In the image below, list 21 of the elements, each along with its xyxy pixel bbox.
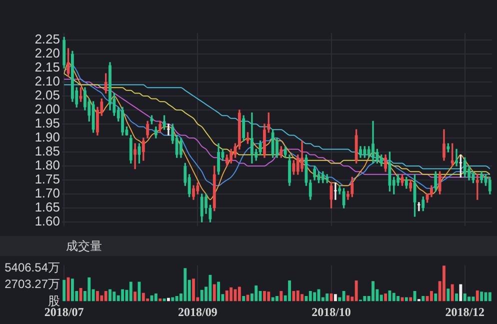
y-tick-label: 2.10 (34, 74, 60, 89)
x-tick-label: 2018/12 (445, 304, 485, 319)
y-tick-label: 5406.54万 (4, 260, 60, 274)
y-tick-label: 2.05 (34, 88, 60, 103)
y-tick-label: 股 (48, 294, 60, 308)
y-tick-label: 1.90 (34, 130, 60, 145)
y-tick-label: 1.80 (34, 158, 60, 173)
y-tick-label: 2.15 (34, 60, 60, 75)
x-tick-label: 2018/10 (312, 304, 351, 319)
chart-title: 成交量 (0, 236, 497, 256)
y-tick-label: 1.95 (34, 116, 60, 131)
y-tick-label: 1.65 (34, 200, 60, 215)
y-tick-label: 2.20 (34, 46, 60, 61)
y-tick-label: 1.85 (34, 144, 60, 159)
y-tick-label: 1.75 (34, 172, 60, 187)
y-tick-label: 1.60 (34, 214, 60, 229)
y-tick-label: 2.25 (34, 32, 60, 47)
y-tick-label: 1.70 (34, 186, 60, 201)
y-tick-label: 2.00 (34, 102, 60, 117)
y-tick-label: 2703.27万 (4, 277, 60, 292)
x-tick-label: 2018/09 (178, 304, 218, 319)
